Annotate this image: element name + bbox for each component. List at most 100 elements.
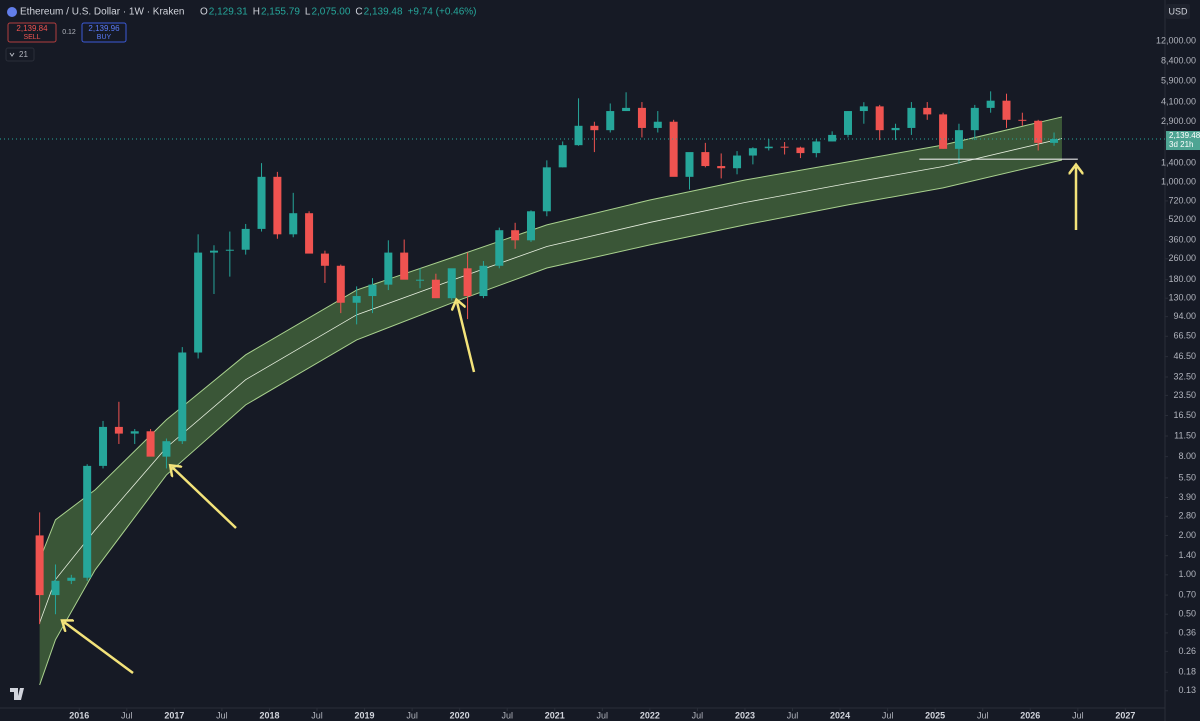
candle-body	[400, 252, 409, 280]
x-tick-label: 2022	[640, 710, 660, 720]
candle-body	[416, 279, 425, 281]
candle-body	[162, 441, 171, 457]
candle-body	[590, 125, 599, 131]
candle-body	[114, 426, 123, 434]
x-tick-label: Jul	[692, 710, 704, 720]
y-tick-label: 0.26	[1178, 646, 1196, 656]
candle-body	[257, 176, 266, 229]
y-tick-label: 0.36	[1178, 627, 1196, 637]
y-tick-label: 8,400.00	[1161, 56, 1196, 66]
candle-body	[463, 268, 472, 297]
candle-body	[51, 580, 60, 596]
arrow	[64, 622, 134, 675]
ohlc-key: O	[200, 7, 208, 18]
candle-body	[209, 250, 218, 253]
candle-body	[1050, 139, 1059, 143]
x-tick-label: 2023	[735, 710, 755, 720]
y-tick-label: 260.00	[1168, 253, 1196, 263]
candle-body	[320, 253, 329, 266]
candle-body	[352, 296, 361, 303]
plot-area	[0, 91, 1165, 686]
last-price-label: 2,139.48	[1169, 131, 1200, 140]
candle-body	[637, 107, 646, 128]
symbol[interactable]: Ethereum / U.S. Dollar · 1W · Kraken	[20, 7, 185, 18]
indicators-toggle[interactable]	[5, 47, 35, 62]
candle-body	[828, 134, 837, 142]
candle-body	[939, 114, 948, 149]
candle-body	[35, 535, 44, 596]
candle-body	[891, 127, 900, 131]
candle-body	[986, 100, 995, 108]
y-tick-label: 1.40	[1178, 550, 1196, 560]
tradingview-logo	[10, 688, 24, 700]
candle-body	[606, 111, 615, 131]
x-tick-label: 2025	[925, 710, 945, 720]
arrow	[172, 467, 237, 529]
x-tick-label: Jul	[121, 710, 133, 720]
candle-body	[273, 176, 282, 235]
candle-body	[146, 431, 155, 457]
y-tick-label: 94.00	[1173, 311, 1196, 321]
ohlc-value: 2,075.00	[311, 7, 350, 18]
arrows	[64, 167, 1076, 675]
candle-body	[669, 121, 678, 177]
x-tick-label: 2019	[355, 710, 375, 720]
candle-body	[289, 213, 298, 235]
candle-body	[780, 146, 789, 148]
y-tick-label: 4,100.00	[1161, 96, 1196, 106]
ohlc-value: 2,139.48	[364, 7, 403, 18]
candle-body	[368, 284, 377, 297]
candle-body	[954, 130, 963, 149]
sell-button[interactable]	[7, 22, 57, 43]
ohlc-key: L	[305, 7, 311, 18]
y-tick-label: 0.50	[1178, 609, 1196, 619]
x-tick-label: 2016	[69, 710, 89, 720]
candle-body	[875, 106, 884, 131]
currency-button[interactable]	[1166, 4, 1190, 19]
candle-body	[812, 141, 821, 154]
x-tick-label: Jul	[597, 710, 609, 720]
candle-body	[526, 211, 535, 241]
candle-body	[859, 106, 868, 112]
currency: USD	[1168, 6, 1188, 16]
buy-price: 2,139.96	[88, 24, 120, 33]
x-tick-label: 2018	[259, 710, 279, 720]
candle-body	[701, 152, 710, 167]
candle-body	[733, 155, 742, 169]
candle-body	[1034, 120, 1043, 143]
candle-body	[67, 577, 76, 581]
sell-price: 2,139.84	[16, 24, 48, 33]
countdown: 3d 21h	[1169, 140, 1193, 149]
x-tick-label: Jul	[977, 710, 989, 720]
candle-body	[843, 111, 852, 135]
y-tick-label: 1.00	[1178, 569, 1196, 579]
indicators-count: 21	[19, 50, 28, 59]
y-tick-label: 46.50	[1173, 351, 1196, 361]
x-tick-label: 2026	[1020, 710, 1040, 720]
y-tick-label: 0.70	[1178, 589, 1196, 599]
candle-body	[479, 265, 488, 297]
ohlc-value: 2,129.31	[209, 7, 248, 18]
change: +9.74 (+0.46%)	[408, 7, 477, 18]
candle-body	[748, 148, 757, 156]
last-price-box	[1166, 131, 1200, 151]
candle-body	[99, 426, 108, 466]
candle-body	[542, 167, 551, 212]
y-tick-label: 0.13	[1178, 685, 1196, 695]
y-tick-label: 23.50	[1173, 390, 1196, 400]
buy-button[interactable]	[81, 22, 127, 43]
y-tick-label: 1,400.00	[1161, 157, 1196, 167]
x-tick-label: 2027	[1115, 710, 1135, 720]
candle-body	[241, 228, 250, 250]
y-tick-label: 66.50	[1173, 331, 1196, 341]
x-tick-label: Jul	[1072, 710, 1084, 720]
y-tick-label: 5.50	[1178, 472, 1196, 482]
x-tick-label: 2017	[164, 710, 184, 720]
y-tick-label: 520.00	[1168, 214, 1196, 224]
y-tick-label: 5,900.00	[1161, 76, 1196, 86]
x-tick-label: Jul	[501, 710, 513, 720]
candle-body	[1018, 119, 1027, 121]
logo-shape	[10, 688, 24, 700]
